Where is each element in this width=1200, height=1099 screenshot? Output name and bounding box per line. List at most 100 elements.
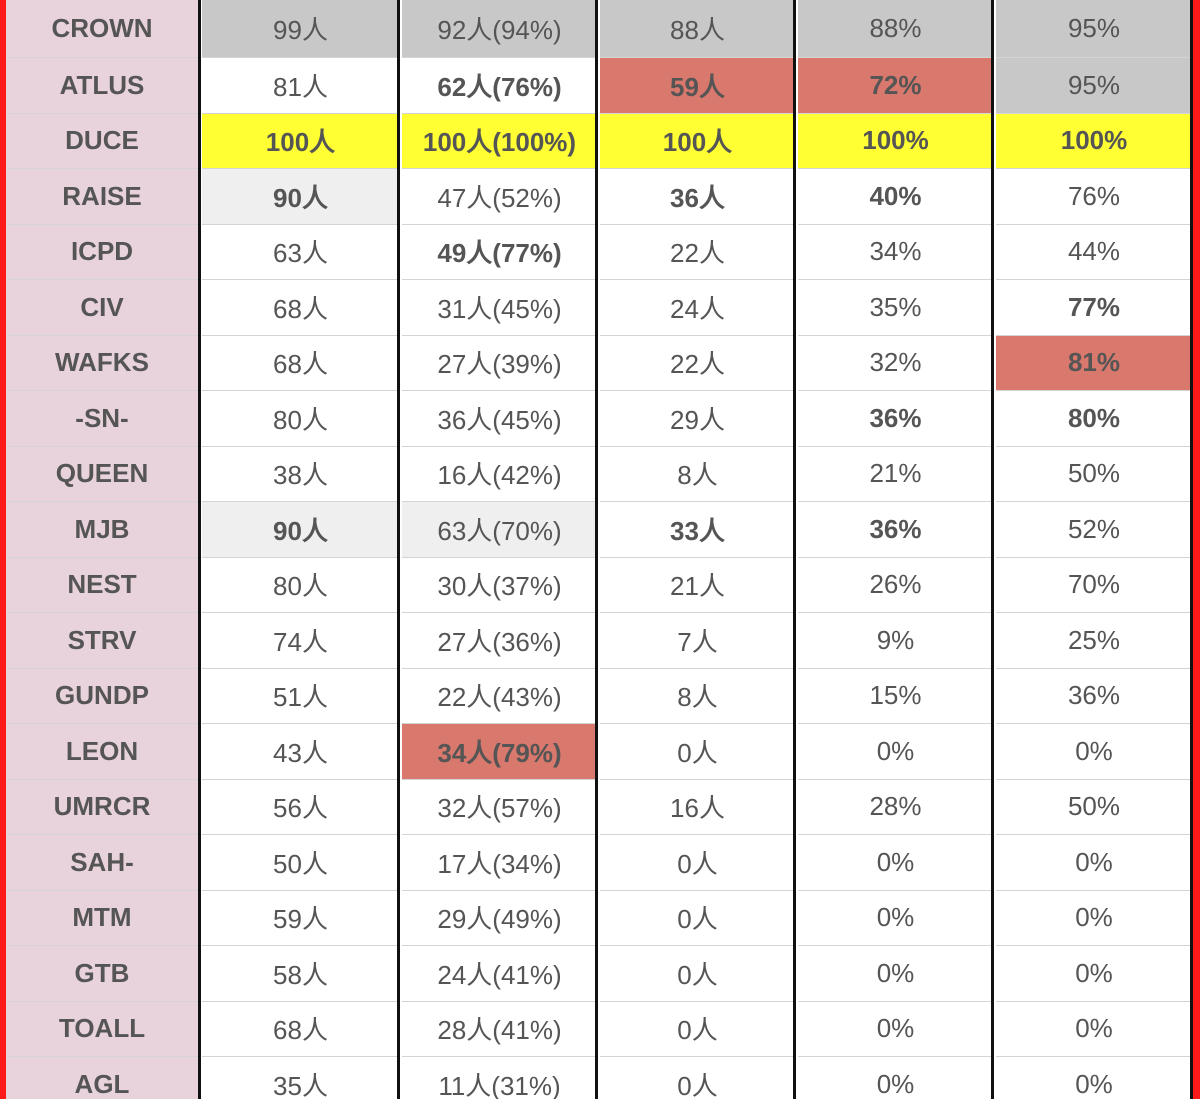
- table-cell: 59人: [202, 891, 399, 946]
- row-name: GTB: [6, 946, 198, 1002]
- table-cell: 36人: [600, 169, 795, 225]
- table-cell: 90人: [202, 502, 399, 558]
- table-cell: 0人: [600, 946, 795, 1002]
- table-cell: 0%: [798, 1002, 993, 1057]
- table-cell: 0人: [600, 1002, 795, 1057]
- table-cell: 26%: [798, 558, 993, 613]
- table-cell: 0%: [996, 891, 1192, 946]
- table-cell: 9%: [798, 613, 993, 669]
- table-cell: 16人(42%): [402, 447, 597, 502]
- table-cell: 99人: [202, 0, 399, 58]
- table-cell: 56人: [202, 780, 399, 835]
- table-cell: 0%: [798, 891, 993, 946]
- table-cell: 59人: [600, 58, 795, 114]
- table-cell: 100%: [798, 113, 993, 169]
- table-cell: 8人: [600, 669, 795, 724]
- row-name: QUEEN: [6, 447, 198, 502]
- table-cell: 31人(45%): [402, 280, 597, 336]
- table-cell: 0人: [600, 835, 795, 891]
- right-border: [1193, 0, 1200, 1099]
- table-cell: 0%: [798, 724, 993, 780]
- row-name: NEST: [6, 558, 198, 613]
- table-cell: 74人: [202, 613, 399, 669]
- table-cell: 0%: [996, 946, 1192, 1002]
- table-cell: 21%: [798, 447, 993, 502]
- table-cell: 35%: [798, 280, 993, 336]
- table-cell: 49人(77%): [402, 225, 597, 280]
- table-cell: 34人(79%): [402, 724, 597, 780]
- table-cell: 38人: [202, 447, 399, 502]
- table-cell: 36人(45%): [402, 391, 597, 447]
- table-cell: 0%: [996, 724, 1192, 780]
- table-cell: 88人: [600, 0, 795, 58]
- table-cell: 27人(36%): [402, 613, 597, 669]
- table-cell: 50%: [996, 447, 1192, 502]
- row-name: LEON: [6, 724, 198, 780]
- table-cell: 24人: [600, 280, 795, 336]
- column-divider: [1190, 0, 1193, 1099]
- row-name: STRV: [6, 613, 198, 669]
- table-cell: 0%: [996, 835, 1192, 891]
- table-cell: 25%: [996, 613, 1192, 669]
- table-cell: 28%: [798, 780, 993, 835]
- table-cell: 90人: [202, 169, 399, 225]
- table-cell: 28人(41%): [402, 1002, 597, 1057]
- table-cell: 47人(52%): [402, 169, 597, 225]
- row-name: MTM: [6, 891, 198, 946]
- table-cell: 50%: [996, 780, 1192, 835]
- table-cell: 50人: [202, 835, 399, 891]
- row-name: WAFKS: [6, 336, 198, 391]
- table-cell: 76%: [996, 169, 1192, 225]
- table-cell: 0%: [996, 1002, 1192, 1057]
- table-cell: 58人: [202, 946, 399, 1002]
- column-divider: [397, 0, 400, 1099]
- table-cell: 68人: [202, 1002, 399, 1057]
- row-name: CROWN: [6, 0, 198, 58]
- table-cell: 95%: [996, 58, 1192, 114]
- row-name: SAH-: [6, 835, 198, 891]
- row-name: RAISE: [6, 169, 198, 225]
- row-name: -SN-: [6, 391, 198, 447]
- table-cell: 32%: [798, 336, 993, 391]
- table-cell: 44%: [996, 225, 1192, 280]
- table-cell: 63人: [202, 225, 399, 280]
- table-cell: 88%: [798, 0, 993, 58]
- table-cell: 72%: [798, 58, 993, 114]
- table-cell: 81人: [202, 58, 399, 114]
- table-cell: 80%: [996, 391, 1192, 447]
- table-cell: 33人: [600, 502, 795, 558]
- table-cell: 7人: [600, 613, 795, 669]
- table-cell: 100人(100%): [402, 113, 597, 169]
- table-cell: 0%: [798, 1057, 993, 1099]
- table-cell: 43人: [202, 724, 399, 780]
- table-cell: 36%: [798, 391, 993, 447]
- row-name: TOALL: [6, 1002, 198, 1057]
- column-divider: [595, 0, 598, 1099]
- row-name: UMRCR: [6, 780, 198, 835]
- table-cell: 80人: [202, 391, 399, 447]
- table-cell: 0人: [600, 1057, 795, 1099]
- table-cell: 22人: [600, 336, 795, 391]
- table-cell: 11人(31%): [402, 1057, 597, 1099]
- table-cell: 92人(94%): [402, 0, 597, 58]
- table-cell: 29人(49%): [402, 891, 597, 946]
- row-name: AGL: [6, 1057, 198, 1099]
- column-divider: [198, 0, 201, 1099]
- table-cell: 52%: [996, 502, 1192, 558]
- table-cell: 29人: [600, 391, 795, 447]
- table-cell: 36%: [798, 502, 993, 558]
- table-cell: 81%: [996, 335, 1192, 391]
- table-cell: 70%: [996, 558, 1192, 613]
- row-name: GUNDP: [6, 669, 198, 724]
- row-name: ATLUS: [6, 58, 198, 114]
- table-cell: 16人: [600, 780, 795, 835]
- table-cell: 32人(57%): [402, 780, 597, 835]
- table-cell: 100人: [600, 113, 795, 169]
- row-name: DUCE: [6, 114, 198, 169]
- table-cell: 30人(37%): [402, 558, 597, 613]
- table-cell: 68人: [202, 280, 399, 336]
- table-cell: 15%: [798, 669, 993, 724]
- table-cell: 51人: [202, 669, 399, 724]
- table-cell: 80人: [202, 558, 399, 613]
- column-divider: [793, 0, 796, 1099]
